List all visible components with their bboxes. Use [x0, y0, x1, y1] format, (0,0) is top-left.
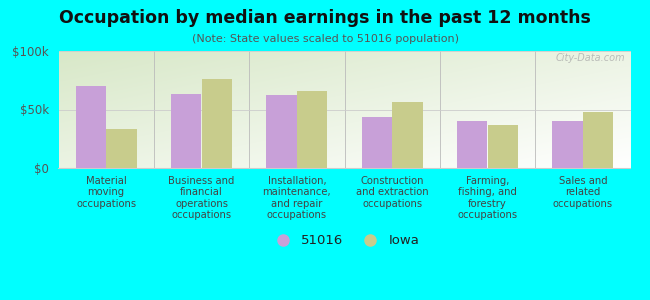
- Bar: [488, 125, 518, 168]
- Bar: [171, 94, 202, 168]
- Bar: [75, 86, 106, 168]
- Bar: [583, 112, 614, 168]
- Bar: [552, 121, 583, 168]
- Bar: [457, 121, 488, 168]
- Text: (Note: State values scaled to 51016 population): (Note: State values scaled to 51016 popu…: [192, 34, 458, 44]
- Bar: [392, 103, 422, 168]
- Bar: [202, 79, 232, 168]
- Bar: [106, 129, 136, 168]
- Bar: [361, 116, 392, 168]
- Text: Occupation by median earnings in the past 12 months: Occupation by median earnings in the pas…: [59, 9, 591, 27]
- Text: City-Data.com: City-Data.com: [555, 53, 625, 63]
- Legend: 51016, Iowa: 51016, Iowa: [265, 229, 424, 253]
- Bar: [266, 95, 297, 168]
- Bar: [297, 91, 328, 168]
